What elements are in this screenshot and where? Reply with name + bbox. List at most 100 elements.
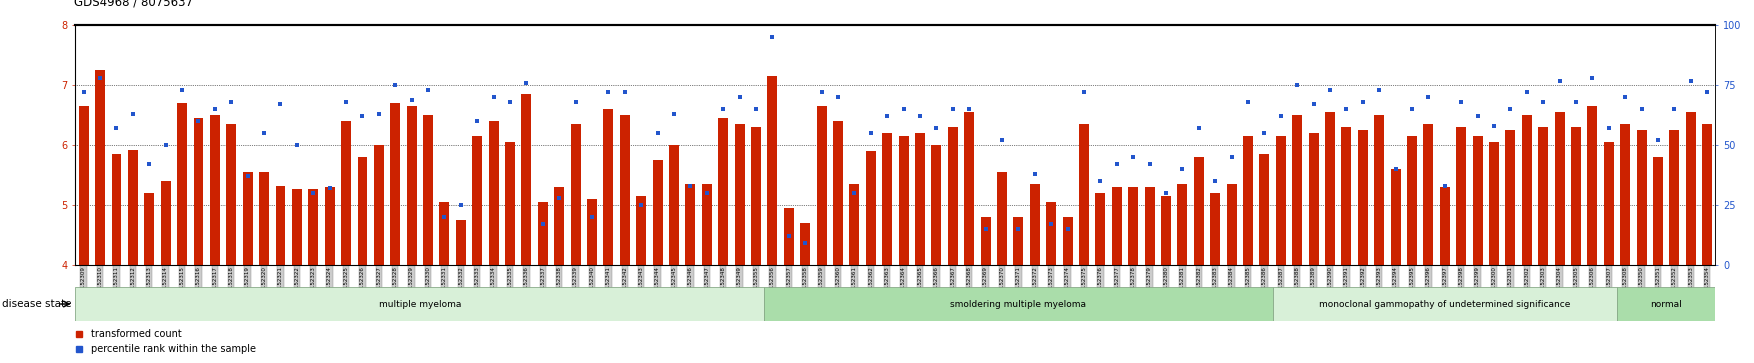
Text: GDS4968 / 8075637: GDS4968 / 8075637 <box>74 0 193 9</box>
Bar <box>784 208 795 265</box>
Point <box>1512 90 1540 95</box>
Bar <box>1324 112 1335 265</box>
Point <box>742 106 770 112</box>
Bar <box>538 202 547 265</box>
Bar <box>472 136 482 265</box>
Bar <box>965 112 973 265</box>
Point <box>923 126 951 131</box>
Bar <box>947 127 958 265</box>
Bar <box>1358 130 1368 265</box>
Bar <box>275 186 286 265</box>
Point <box>1480 123 1508 129</box>
Bar <box>324 187 335 265</box>
Text: smoldering multiple myeloma: smoldering multiple myeloma <box>951 299 1086 309</box>
Point <box>1643 138 1672 143</box>
Point <box>70 90 98 95</box>
Bar <box>1652 157 1663 265</box>
Bar <box>112 154 121 265</box>
Point <box>1054 226 1082 232</box>
Point <box>1579 75 1607 81</box>
Point <box>1612 94 1640 100</box>
Point <box>447 202 475 208</box>
Point <box>349 114 377 119</box>
Bar <box>1161 196 1172 265</box>
Point <box>135 162 163 167</box>
Bar <box>489 121 498 265</box>
Point <box>479 94 507 100</box>
Bar <box>882 133 893 265</box>
Text: disease state: disease state <box>2 299 72 309</box>
Bar <box>1030 184 1040 265</box>
Bar <box>226 124 237 265</box>
Bar <box>1210 193 1221 265</box>
Point <box>267 102 295 107</box>
Point <box>430 214 458 220</box>
Bar <box>1572 127 1580 265</box>
Point <box>1349 99 1377 105</box>
Point <box>1693 90 1721 95</box>
Bar <box>1047 202 1056 265</box>
Point <box>1496 106 1524 112</box>
Bar <box>1128 187 1138 265</box>
Bar <box>686 184 695 265</box>
Text: monoclonal gammopathy of undetermined significance: monoclonal gammopathy of undetermined si… <box>1319 299 1570 309</box>
Bar <box>588 199 596 265</box>
Text: transformed count: transformed count <box>91 329 182 339</box>
Bar <box>668 145 679 265</box>
Point <box>1563 99 1591 105</box>
Bar <box>1424 124 1433 265</box>
Bar <box>95 70 105 265</box>
Bar <box>242 172 253 265</box>
Point <box>1545 78 1573 83</box>
Point <box>1463 114 1491 119</box>
Point <box>988 138 1016 143</box>
Point <box>119 111 147 117</box>
Bar <box>554 187 565 265</box>
Point <box>316 185 344 191</box>
Point <box>1594 126 1622 131</box>
Bar <box>391 103 400 265</box>
Bar <box>1522 115 1531 265</box>
Point <box>1628 106 1656 112</box>
Point <box>758 34 786 40</box>
Bar <box>1554 112 1565 265</box>
Bar <box>505 142 516 265</box>
Point <box>200 106 228 112</box>
Point <box>528 221 556 227</box>
Bar <box>800 223 810 265</box>
Bar <box>161 181 170 265</box>
Text: multiple myeloma: multiple myeloma <box>379 299 461 309</box>
Bar <box>1375 115 1384 265</box>
Point <box>579 214 607 220</box>
Point <box>1316 87 1344 93</box>
Point <box>807 90 835 95</box>
Bar <box>1440 187 1451 265</box>
Point <box>1201 178 1230 184</box>
Bar <box>1079 124 1089 265</box>
Point <box>1021 171 1049 177</box>
Point <box>1333 106 1361 112</box>
Point <box>907 114 935 119</box>
Bar <box>980 217 991 265</box>
Point <box>938 106 966 112</box>
Bar <box>456 220 467 265</box>
Point <box>1414 94 1442 100</box>
Point <box>300 190 328 196</box>
Point <box>595 90 623 95</box>
Point <box>1135 162 1163 167</box>
Point <box>791 241 819 246</box>
Point <box>332 99 360 105</box>
Point <box>693 190 721 196</box>
Bar <box>75 287 765 321</box>
Bar <box>1407 136 1417 265</box>
Bar <box>1587 106 1598 265</box>
Point <box>414 87 442 93</box>
Point <box>1398 106 1426 112</box>
Bar <box>1391 169 1400 265</box>
Bar <box>128 150 139 265</box>
Bar <box>1244 136 1252 265</box>
Bar <box>1636 130 1647 265</box>
Bar <box>817 106 826 265</box>
Point <box>1677 78 1705 83</box>
Bar <box>407 106 416 265</box>
